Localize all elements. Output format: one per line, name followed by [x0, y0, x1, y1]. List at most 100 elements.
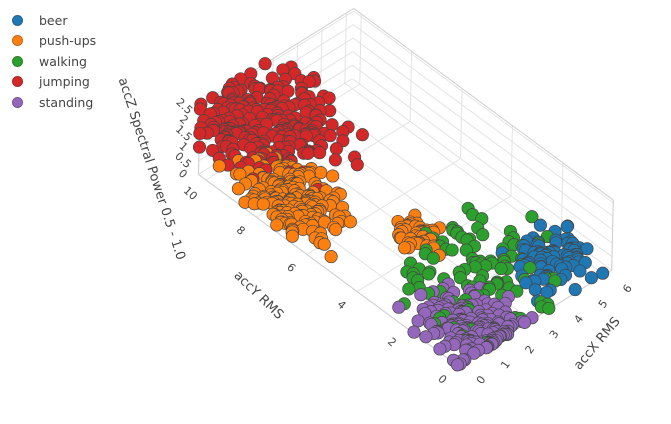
point-push-ups-382[interactable]	[256, 197, 270, 211]
point-push-ups-436[interactable]	[343, 215, 357, 229]
point-push-ups-581[interactable]	[324, 250, 338, 264]
grid-side-y-10	[359, 14, 362, 85]
legend-item-walking[interactable]: walking	[12, 51, 96, 72]
grid-side-z-2.5	[353, 10, 614, 204]
grid-side-z-1.5	[352, 37, 613, 231]
x-tick-label-2: 2	[523, 343, 538, 356]
point-walking-624[interactable]	[523, 261, 537, 275]
point-standing-837[interactable]	[419, 330, 433, 344]
legend-item-push-ups[interactable]: push-ups	[12, 31, 96, 52]
point-beer-676[interactable]	[568, 283, 582, 297]
point-beer-459[interactable]	[560, 220, 574, 234]
z-tick-label-2.5: 2.5	[173, 96, 195, 117]
y-tick-label-2: 2	[385, 335, 399, 349]
legend-label-standing: standing	[39, 94, 94, 110]
point-jumping-209[interactable]	[192, 140, 207, 154]
point-standing-875[interactable]	[433, 342, 447, 356]
point-beer-677[interactable]	[528, 283, 542, 297]
point-standing-767[interactable]	[411, 314, 425, 328]
point-beer-631[interactable]	[573, 264, 587, 278]
point-push-ups-289[interactable]	[326, 169, 340, 183]
y-tick-label-8: 8	[234, 223, 248, 237]
grid-side-y-4	[510, 125, 513, 196]
legend-label-beer: beer	[39, 12, 68, 28]
point-walking-626[interactable]	[494, 262, 508, 276]
y-axis-title: accY RMS	[231, 268, 287, 322]
point-push-ups-452[interactable]	[270, 218, 284, 232]
point-push-ups-545[interactable]	[398, 241, 412, 255]
point-walking-555[interactable]	[445, 243, 459, 257]
legend-marker-beer	[12, 14, 23, 26]
grid-floor-y-6	[306, 158, 461, 255]
grid-side-y-8	[409, 51, 413, 122]
box-edge-4	[353, 8, 614, 201]
z-tick-label-1.5: 1.5	[173, 123, 195, 144]
legend-marker-push-ups	[12, 35, 23, 47]
point-jumping-176[interactable]	[323, 129, 337, 143]
point-walking-424[interactable]	[525, 210, 539, 224]
point-push-ups-495[interactable]	[285, 229, 299, 243]
point-jumping-223[interactable]	[313, 146, 327, 160]
point-beer-661[interactable]	[519, 276, 533, 290]
grid-back-x-6	[344, 13, 347, 84]
legend-label-walking: walking	[39, 53, 87, 69]
point-walking-492[interactable]	[476, 228, 490, 242]
grid-side-y-6	[460, 88, 463, 159]
y-tick-label-6: 6	[284, 261, 298, 275]
point-push-ups-278[interactable]	[314, 166, 328, 180]
legend: beer push-ups walking jumping standing	[12, 10, 96, 113]
x-tick-label-4: 4	[571, 313, 586, 326]
point-walking-724[interactable]	[542, 301, 556, 315]
point-standing-771[interactable]	[518, 315, 532, 329]
point-walking-673[interactable]	[402, 282, 416, 296]
legend-label-jumping: jumping	[39, 74, 90, 90]
legend-label-push-ups: push-ups	[39, 33, 97, 49]
z-tick-label-0.5: 0.5	[172, 150, 194, 171]
legend-marker-standing	[12, 96, 23, 108]
point-jumping-256[interactable]	[350, 158, 364, 172]
grid-back-x-5	[319, 28, 323, 99]
x-tick-label-0: 0	[474, 373, 489, 386]
point-standing-884[interactable]	[450, 358, 465, 372]
point-jumping-245[interactable]	[328, 153, 342, 167]
point-standing-879[interactable]	[467, 346, 481, 360]
point-jumping-172[interactable]	[355, 128, 369, 142]
point-beer-635[interactable]	[596, 266, 610, 280]
point-beer-646[interactable]	[584, 271, 598, 285]
points-layer	[192, 57, 610, 372]
point-push-ups-319[interactable]	[231, 182, 245, 196]
point-push-ups-469[interactable]	[329, 222, 343, 237]
y-tick-label-10: 10	[181, 184, 200, 203]
grid-side-y-2	[560, 162, 564, 234]
point-jumping-0[interactable]	[258, 57, 272, 71]
point-jumping-164[interactable]	[193, 126, 207, 141]
y-tick-label-4: 4	[335, 298, 349, 312]
legend-marker-jumping	[12, 76, 23, 88]
point-walking-588[interactable]	[426, 251, 440, 265]
point-jumping-228[interactable]	[301, 146, 315, 160]
legend-item-jumping[interactable]: jumping	[12, 72, 96, 93]
point-walking-637[interactable]	[422, 267, 436, 281]
z-tick-label-0: 0	[176, 167, 190, 181]
x-tick-label-5: 5	[596, 297, 611, 310]
point-beer-453[interactable]	[533, 218, 547, 232]
point-push-ups-259[interactable]	[212, 159, 226, 173]
legend-marker-walking	[12, 55, 23, 67]
x-tick-label-1: 1	[498, 358, 513, 371]
point-standing-719[interactable]	[392, 300, 406, 314]
legend-item-beer[interactable]: beer	[12, 10, 96, 31]
legend-item-standing[interactable]: standing	[12, 92, 96, 113]
y-tick-label-0: 0	[435, 372, 449, 386]
point-standing-687[interactable]	[414, 288, 428, 302]
box-edge-2	[611, 200, 614, 271]
point-jumping-214[interactable]	[329, 142, 343, 156]
point-beer-549[interactable]	[580, 242, 594, 256]
x-tick-label-6: 6	[620, 282, 635, 295]
point-standing-819[interactable]	[407, 325, 421, 339]
x-tick-label-3: 3	[547, 328, 562, 341]
point-push-ups-532[interactable]	[317, 237, 331, 251]
grid-side-z-2	[353, 24, 614, 217]
grid-side-z-1	[352, 51, 613, 244]
